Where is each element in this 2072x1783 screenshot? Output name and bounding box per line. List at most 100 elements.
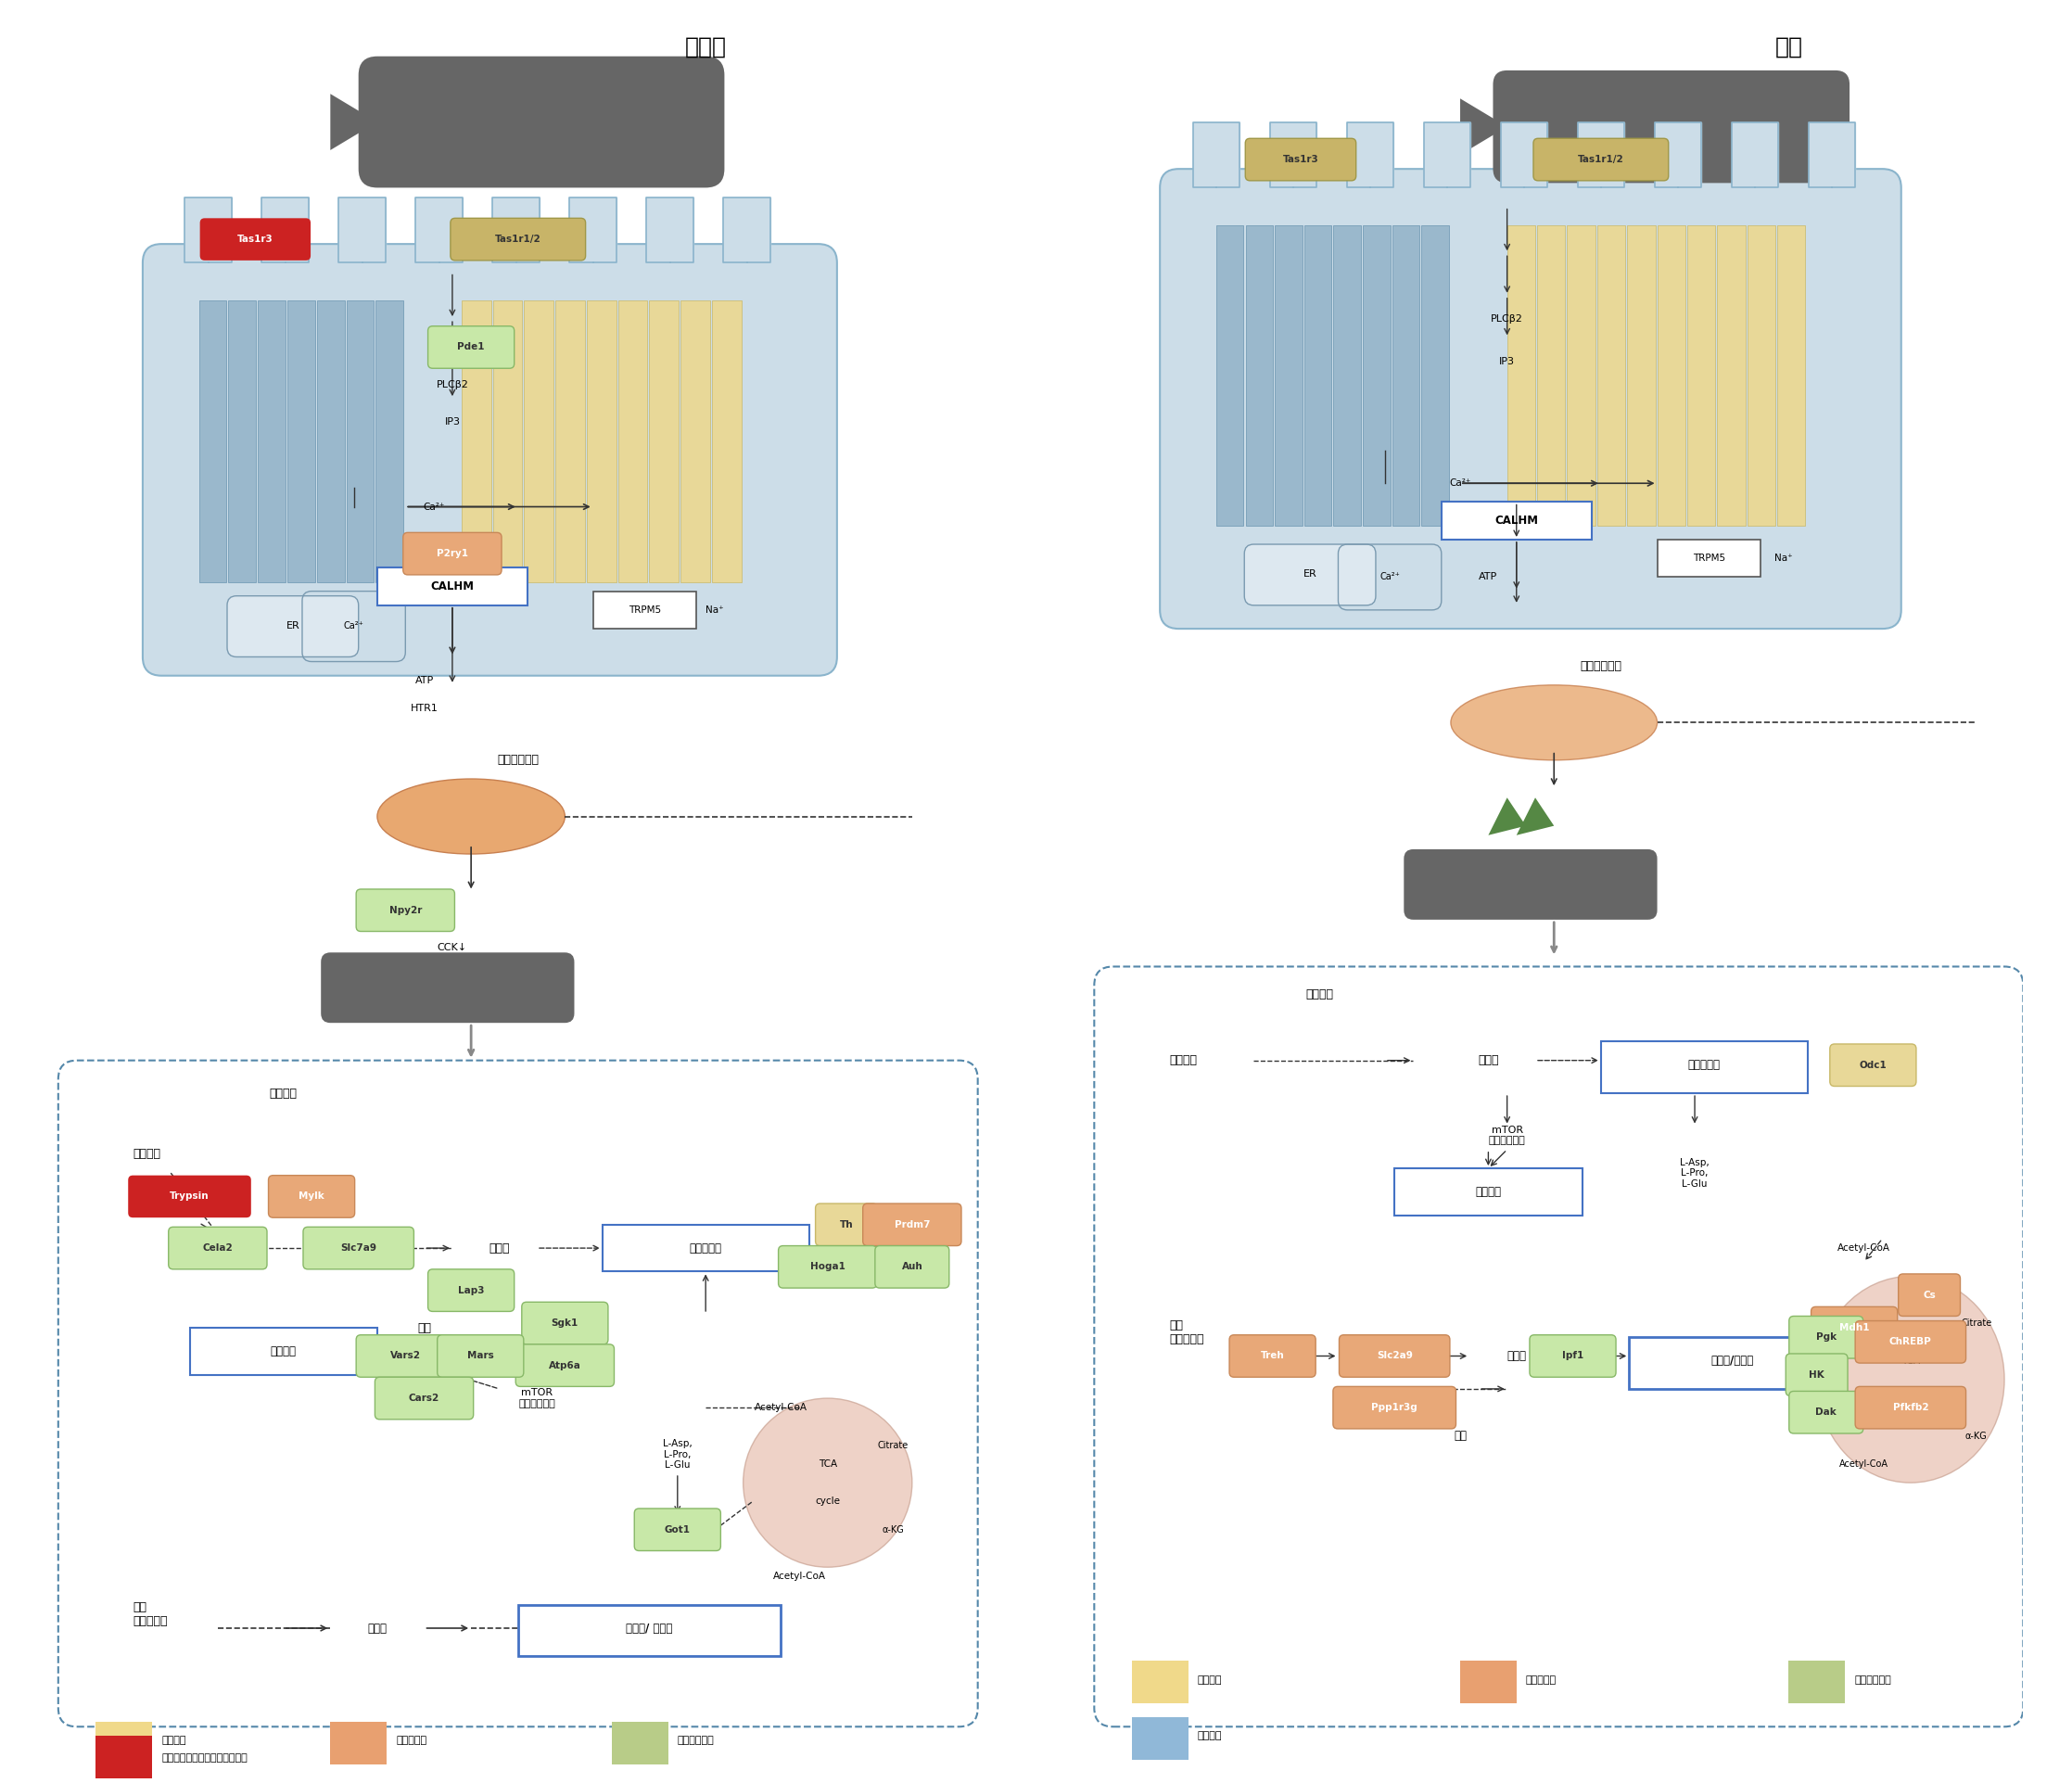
Text: Cela2: Cela2 xyxy=(203,1243,232,1253)
Bar xyxy=(1747,225,1776,526)
Bar xyxy=(1216,225,1243,526)
Text: 氨基酸代谢: 氨基酸代谢 xyxy=(1689,1059,1720,1072)
Polygon shape xyxy=(1488,797,1525,834)
Text: ChREBP: ChREBP xyxy=(1890,1337,1931,1346)
Polygon shape xyxy=(1270,121,1316,187)
Bar xyxy=(617,300,646,581)
Text: Acetyl-CoA: Acetyl-CoA xyxy=(1838,1243,1890,1253)
FancyBboxPatch shape xyxy=(375,1376,472,1419)
Polygon shape xyxy=(184,198,232,262)
Text: HK: HK xyxy=(1809,1369,1825,1380)
Bar xyxy=(586,300,615,581)
Text: Ca²⁺: Ca²⁺ xyxy=(423,503,443,512)
Text: CALHM: CALHM xyxy=(431,581,474,592)
Text: Citrate: Citrate xyxy=(1960,1319,1991,1328)
Text: Acetyl-CoA: Acetyl-CoA xyxy=(773,1573,827,1582)
FancyBboxPatch shape xyxy=(516,1344,613,1387)
FancyBboxPatch shape xyxy=(1339,1335,1450,1376)
Text: Cars2: Cars2 xyxy=(408,1394,439,1403)
Bar xyxy=(524,300,553,581)
Bar xyxy=(317,300,344,581)
Text: 碳水
化合物摄入: 碳水 化合物摄入 xyxy=(133,1601,168,1628)
Ellipse shape xyxy=(1817,1277,2004,1483)
Text: Trypsin: Trypsin xyxy=(170,1191,209,1202)
Polygon shape xyxy=(261,198,309,262)
Polygon shape xyxy=(1193,121,1239,187)
FancyBboxPatch shape xyxy=(874,1246,949,1287)
Text: 蛋白摄入: 蛋白摄入 xyxy=(1169,1054,1198,1066)
FancyBboxPatch shape xyxy=(779,1246,876,1287)
Text: 糖酵解/ 糖异生: 糖酵解/ 糖异生 xyxy=(626,1623,673,1635)
FancyBboxPatch shape xyxy=(522,1302,607,1344)
Text: Na⁺: Na⁺ xyxy=(707,606,723,615)
FancyBboxPatch shape xyxy=(1788,1391,1863,1434)
Text: 氨基酸: 氨基酸 xyxy=(489,1243,510,1253)
Bar xyxy=(329,1722,387,1763)
Text: 感觉传导纤维: 感觉传导纤维 xyxy=(497,754,539,767)
Text: 葡萄糖: 葡萄糖 xyxy=(1506,1350,1527,1362)
Text: L-Asp,
L-Pro,
L-Glu: L-Asp, L-Pro, L-Glu xyxy=(1680,1157,1709,1189)
Polygon shape xyxy=(329,94,377,150)
Text: 正选择基因: 正选择基因 xyxy=(1525,1676,1556,1685)
FancyBboxPatch shape xyxy=(1854,1387,1966,1428)
Text: 扩张基因: 扩张基因 xyxy=(1198,1676,1222,1685)
Text: Atp6a: Atp6a xyxy=(549,1360,580,1369)
Polygon shape xyxy=(1653,121,1701,187)
Text: Prdm7: Prdm7 xyxy=(895,1220,930,1228)
Text: ATP: ATP xyxy=(414,676,433,685)
Text: Citrate: Citrate xyxy=(879,1441,910,1450)
FancyBboxPatch shape xyxy=(634,1508,721,1551)
Text: Tas1r1/2: Tas1r1/2 xyxy=(495,235,541,244)
Polygon shape xyxy=(340,198,385,262)
FancyBboxPatch shape xyxy=(358,57,725,187)
Bar xyxy=(1392,225,1419,526)
FancyBboxPatch shape xyxy=(1245,544,1376,604)
Bar xyxy=(1394,1168,1583,1216)
Bar xyxy=(1658,540,1761,578)
Bar xyxy=(593,592,696,629)
Text: 碳水
化合物摄入: 碳水 化合物摄入 xyxy=(1169,1319,1204,1346)
Polygon shape xyxy=(416,198,462,262)
Bar xyxy=(1274,225,1303,526)
Text: 蛋白合成: 蛋白合成 xyxy=(271,1346,296,1357)
Text: Acetyl-CoA: Acetyl-CoA xyxy=(1811,1309,1861,1318)
Text: ER: ER xyxy=(286,620,300,631)
FancyBboxPatch shape xyxy=(321,952,574,1023)
Polygon shape xyxy=(1732,121,1778,187)
FancyBboxPatch shape xyxy=(1245,139,1355,180)
Text: 扩张基因: 扩张基因 xyxy=(162,1737,186,1746)
Text: Acetyl-CoA: Acetyl-CoA xyxy=(754,1403,808,1412)
FancyBboxPatch shape xyxy=(356,1335,454,1376)
Text: Odc1: Odc1 xyxy=(1859,1061,1888,1070)
Text: mTOR
信号通路激活: mTOR 信号通路激活 xyxy=(1488,1125,1525,1145)
Bar xyxy=(1788,1662,1844,1703)
Bar xyxy=(649,300,680,581)
Text: 葡萄糖: 葡萄糖 xyxy=(367,1623,387,1635)
Text: 糖酵解/糖异生: 糖酵解/糖异生 xyxy=(1711,1355,1753,1368)
FancyBboxPatch shape xyxy=(228,596,358,656)
Text: CALHM: CALHM xyxy=(1494,515,1537,526)
Bar xyxy=(1778,225,1805,526)
Polygon shape xyxy=(570,198,617,262)
Text: 快速进化基因: 快速进化基因 xyxy=(1854,1676,1892,1685)
Polygon shape xyxy=(1809,121,1854,187)
Text: Mdh1: Mdh1 xyxy=(1840,1323,1869,1332)
Bar xyxy=(1566,225,1595,526)
Text: Na⁺: Na⁺ xyxy=(1776,555,1792,563)
Text: 草鱼: 草鱼 xyxy=(1774,36,1803,59)
FancyBboxPatch shape xyxy=(1811,1307,1898,1350)
Text: L-Asp,
L-Pro,
L-Glu: L-Asp, L-Pro, L-Glu xyxy=(663,1439,692,1469)
FancyBboxPatch shape xyxy=(143,244,837,676)
Text: 长吻鮠: 长吻鮠 xyxy=(686,36,727,59)
Text: TRPM5: TRPM5 xyxy=(1693,555,1726,563)
Text: Th: Th xyxy=(839,1220,854,1228)
Bar xyxy=(462,300,491,581)
Bar xyxy=(1506,225,1535,526)
Bar xyxy=(1658,225,1685,526)
Bar xyxy=(199,300,226,581)
Text: 收缩基因: 收缩基因 xyxy=(1198,1731,1222,1740)
FancyBboxPatch shape xyxy=(1332,1387,1457,1428)
Text: Tas1r1/2: Tas1r1/2 xyxy=(1579,155,1624,164)
Bar xyxy=(1131,1662,1187,1703)
FancyBboxPatch shape xyxy=(1529,1335,1616,1376)
